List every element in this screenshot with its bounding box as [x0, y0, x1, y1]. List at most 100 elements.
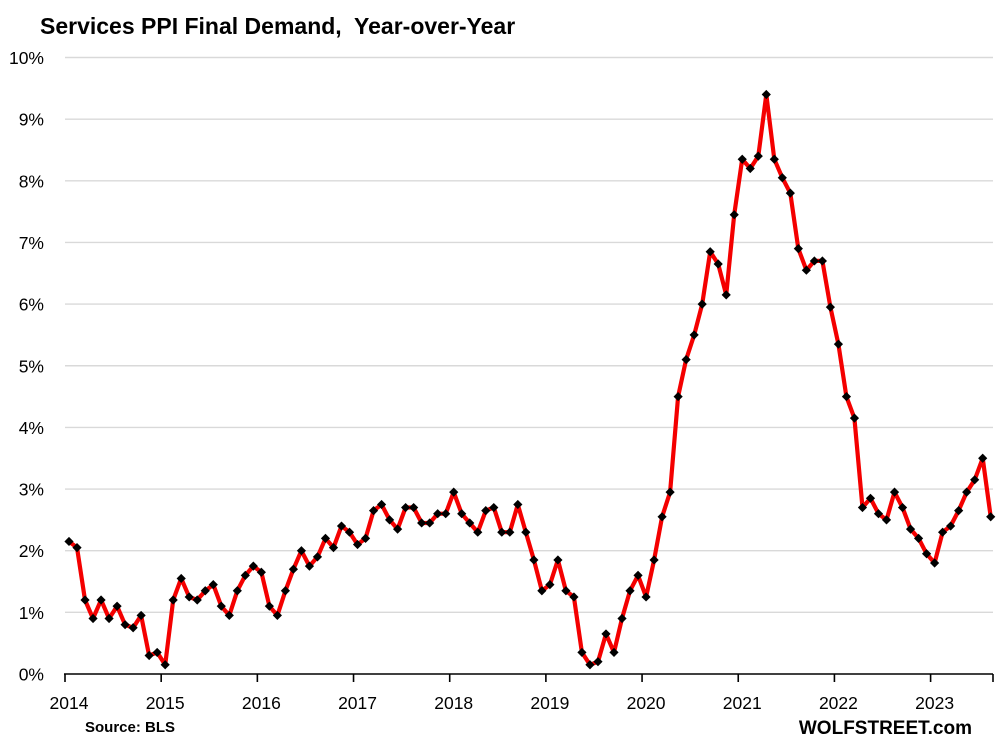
data-point-diamond — [705, 247, 715, 257]
data-point-diamond — [761, 89, 771, 100]
data-point-diamond — [336, 521, 347, 531]
x-tick-label: 2019 — [530, 693, 569, 713]
x-tick-label: 2018 — [434, 693, 473, 713]
data-point-diamond — [248, 561, 258, 571]
data-point-diamond — [913, 533, 924, 543]
y-tick-label: 1% — [19, 603, 44, 623]
data-point-diamond — [304, 561, 315, 571]
data-point-diamond — [849, 413, 860, 423]
data-point-diamond — [633, 570, 643, 580]
x-tick-label: 2016 — [242, 693, 281, 713]
data-point-diamond — [433, 509, 443, 519]
data-point-diamond — [136, 610, 146, 621]
data-point-diamond — [112, 601, 122, 611]
data-point-diamond — [72, 543, 82, 553]
data-point-diamond — [665, 487, 675, 497]
x-tick-label: 2021 — [723, 693, 762, 713]
data-point-diamond — [673, 391, 683, 402]
data-point-diamond — [425, 518, 435, 528]
data-point-diamond — [409, 502, 419, 513]
data-point-diamond — [104, 613, 114, 624]
data-point-diamond — [128, 623, 138, 633]
data-point-diamond — [825, 302, 836, 312]
x-axis — [64, 673, 994, 682]
data-point-diamond — [986, 512, 996, 522]
data-point-diamond — [256, 567, 266, 577]
data-point-diamond — [649, 555, 659, 565]
data-point-diamond — [905, 524, 916, 534]
data-point-diamond — [561, 586, 571, 596]
data-point-diamond — [689, 330, 699, 340]
data-point-diamond — [729, 210, 739, 220]
data-point-diamond — [96, 595, 106, 605]
source-note: Source: BLS — [85, 719, 176, 736]
data-point-diamond — [769, 154, 779, 164]
x-tick-label: 2014 — [50, 693, 89, 713]
data-point-diamond — [537, 586, 547, 596]
data-point-diamond — [833, 339, 844, 349]
data-point-diamond — [817, 256, 827, 266]
data-point-diamond — [857, 502, 868, 513]
data-point-diamond — [625, 586, 635, 596]
data-point-diamond — [681, 354, 691, 365]
data-point-diamond — [296, 546, 307, 556]
data-point-diamond — [946, 521, 956, 531]
data-point-diamond — [80, 595, 90, 605]
data-point-diamond — [529, 555, 539, 565]
data-point-diamond — [721, 290, 731, 300]
data-point-diamond — [441, 509, 451, 519]
data-point-diamond — [809, 256, 819, 266]
y-tick-label: 7% — [19, 233, 44, 253]
y-tick-label: 10% — [9, 48, 44, 68]
data-point-diamond — [120, 620, 130, 630]
data-point-diamond — [865, 493, 876, 503]
data-point-diamond — [457, 509, 467, 519]
data-point-diamond — [929, 558, 940, 568]
data-point-diamond — [384, 515, 395, 525]
data-point-diamond — [617, 613, 627, 624]
data-point-diamond — [176, 573, 186, 584]
data-point-diamond — [873, 509, 884, 519]
data-point-diamond — [962, 487, 972, 497]
data-point-diamond — [577, 647, 587, 658]
data-point-diamond — [376, 499, 387, 510]
data-point-diamond — [368, 506, 379, 516]
y-axis-labels: 0% 1% 2% 3% 4% 5% 6% 7% 8% 9% 10% — [9, 48, 44, 685]
data-point-diamond — [513, 499, 523, 510]
data-point-diamond — [184, 592, 194, 602]
data-point-diamond — [970, 475, 980, 485]
y-tick-label: 4% — [19, 418, 44, 438]
data-point-diamond — [312, 552, 323, 562]
y-tick-label: 9% — [19, 110, 44, 130]
data-point-diamond — [657, 512, 667, 522]
data-point-diamond — [288, 564, 299, 574]
data-point-diamond — [978, 453, 988, 463]
data-point-diamond — [545, 580, 555, 590]
x-axis-labels: 2014 2015 2016 2017 2018 2019 2020 2021 2022 2023 — [50, 693, 955, 713]
data-point-diamond — [889, 487, 900, 497]
x-tick-label: 2023 — [915, 693, 954, 713]
data-point-diamond — [216, 601, 226, 611]
x-tick-label: 2017 — [338, 693, 377, 713]
data-point-diamond — [280, 586, 290, 596]
chart-title: Services PPI Final Demand, Year-over-Yea… — [40, 13, 516, 39]
data-point-diamond — [881, 515, 892, 525]
data-point-diamond — [352, 539, 363, 550]
data-point-diamond — [737, 154, 747, 164]
data-point-diamond — [328, 543, 339, 553]
data-point-diamond — [745, 163, 755, 174]
data-point-diamond — [272, 610, 282, 621]
data-point-diamond — [473, 527, 483, 537]
x-tick-label: 2022 — [819, 693, 858, 713]
ppi-series-line — [66, 92, 993, 667]
data-point-diamond — [465, 518, 475, 528]
data-point-diamond — [753, 151, 763, 161]
wolfstreet-watermark: WOLFSTREET.com — [798, 718, 972, 739]
data-point-diamond — [144, 650, 154, 661]
data-point-diamond — [264, 601, 274, 611]
x-tick-label: 2020 — [627, 693, 666, 713]
data-point-diamond — [601, 629, 611, 639]
y-tick-label: 6% — [19, 295, 44, 315]
data-point-diamond — [449, 487, 459, 497]
